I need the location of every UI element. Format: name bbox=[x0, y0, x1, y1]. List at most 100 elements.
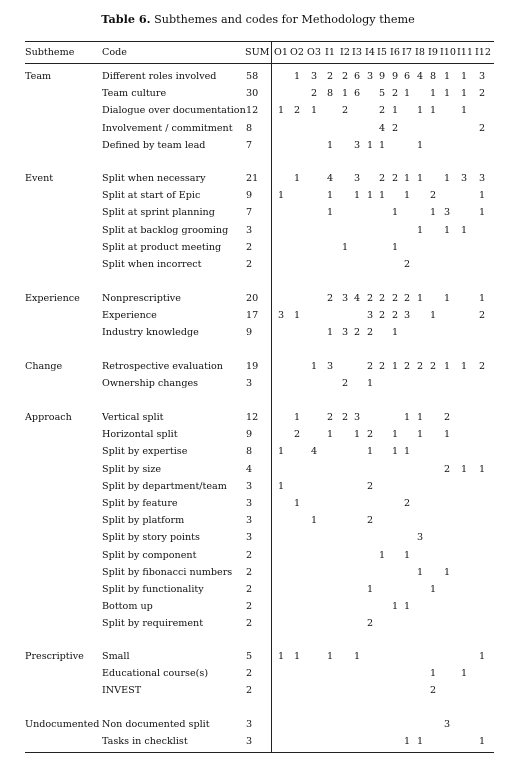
code-label: Split by platform bbox=[102, 515, 185, 527]
count-cell: 2 bbox=[366, 361, 374, 372]
sum-value: 19 bbox=[246, 361, 259, 372]
count-cell: 2 bbox=[378, 293, 386, 304]
count-cell: 2 bbox=[391, 293, 399, 304]
count-cell: 1 bbox=[353, 651, 361, 662]
count-cell: 1 bbox=[478, 207, 486, 219]
count-cell: 6 bbox=[353, 71, 361, 82]
count-cell: 1 bbox=[443, 88, 451, 100]
count-cell: 1 bbox=[391, 429, 399, 441]
count-cell: 1 bbox=[478, 293, 486, 304]
count-cell: 1 bbox=[293, 173, 301, 184]
count-cell: 1 bbox=[391, 446, 399, 458]
code-label: Split by fibonacci numbers bbox=[102, 566, 233, 578]
sum-value: 2 bbox=[246, 618, 253, 630]
count-cell: 1 bbox=[391, 361, 399, 372]
count-cell: 1 bbox=[460, 88, 468, 100]
code-label: Split at start of Epic bbox=[102, 190, 201, 202]
count-cell: 1 bbox=[353, 429, 361, 441]
column-header-i10: I10 bbox=[440, 47, 456, 58]
count-cell: 2 bbox=[293, 105, 301, 117]
count-cell: 1 bbox=[443, 429, 451, 441]
count-cell: 2 bbox=[310, 88, 318, 100]
count-cell: 3 bbox=[326, 361, 334, 372]
count-cell: 2 bbox=[366, 429, 374, 441]
count-cell: 1 bbox=[416, 412, 424, 423]
count-cell: 2 bbox=[478, 122, 486, 134]
count-cell: 1 bbox=[403, 736, 411, 748]
count-cell: 1 bbox=[416, 105, 424, 117]
sum-value: 3 bbox=[246, 498, 253, 509]
sum-value: 12 bbox=[246, 412, 259, 423]
column-header-i1: I1 bbox=[325, 47, 335, 58]
count-cell: 3 bbox=[353, 139, 361, 151]
count-cell: 5 bbox=[378, 88, 386, 100]
column-header-o2: O2 bbox=[290, 47, 304, 58]
count-cell: 2 bbox=[341, 412, 349, 423]
count-cell: 8 bbox=[429, 71, 437, 82]
count-cell: 1 bbox=[429, 310, 437, 322]
sum-value: 3 bbox=[246, 378, 253, 390]
code-label: Split by expertise bbox=[102, 446, 188, 458]
count-cell: 1 bbox=[460, 463, 468, 475]
count-cell: 2 bbox=[391, 310, 399, 322]
count-cell: 2 bbox=[429, 361, 437, 372]
code-label: Split by department/team bbox=[102, 480, 227, 492]
count-cell: 2 bbox=[478, 361, 486, 372]
code-label: Split by story points bbox=[102, 532, 200, 544]
count-cell: 1 bbox=[326, 327, 334, 339]
code-label: Split by feature bbox=[102, 498, 178, 509]
sum-value: 2 bbox=[246, 241, 253, 253]
count-cell: 3 bbox=[353, 173, 361, 184]
count-cell: 3 bbox=[443, 719, 451, 730]
count-cell: 3 bbox=[353, 412, 361, 423]
sum-value: 20 bbox=[246, 293, 259, 304]
count-cell: 4 bbox=[416, 71, 424, 82]
count-cell: 1 bbox=[460, 224, 468, 236]
subtheme-label: Experience bbox=[25, 293, 80, 304]
code-label: Industry knowledge bbox=[102, 327, 199, 339]
count-cell: 6 bbox=[403, 71, 411, 82]
count-cell: 1 bbox=[478, 190, 486, 202]
count-cell: 1 bbox=[366, 378, 374, 390]
count-cell: 2 bbox=[391, 122, 399, 134]
code-label: Defined by team lead bbox=[102, 139, 206, 151]
count-cell: 1 bbox=[429, 207, 437, 219]
sum-value: 8 bbox=[246, 446, 253, 458]
count-cell: 2 bbox=[366, 327, 374, 339]
count-cell: 1 bbox=[378, 190, 386, 202]
count-cell: 2 bbox=[478, 310, 486, 322]
code-label: Split at backlog grooming bbox=[102, 224, 229, 236]
count-cell: 1 bbox=[460, 71, 468, 82]
column-header-i6: I6 bbox=[390, 47, 400, 58]
count-cell: 1 bbox=[403, 190, 411, 202]
code-label: Split by component bbox=[102, 549, 197, 561]
sum-value: 3 bbox=[246, 532, 253, 544]
column-header-o1: O1 bbox=[274, 47, 288, 58]
count-cell: 1 bbox=[478, 463, 486, 475]
count-cell: 1 bbox=[460, 668, 468, 680]
count-cell: 1 bbox=[293, 651, 301, 662]
table-caption: Table 6. Subthemes and codes for Methodo… bbox=[0, 12, 516, 26]
count-cell: 2 bbox=[478, 88, 486, 100]
count-cell: 2 bbox=[443, 412, 451, 423]
count-cell: 1 bbox=[326, 207, 334, 219]
count-cell: 1 bbox=[341, 88, 349, 100]
code-label: Split by functionality bbox=[102, 584, 204, 595]
count-cell: 2 bbox=[341, 71, 349, 82]
count-cell: 3 bbox=[403, 310, 411, 322]
column-header-i12: I12 bbox=[475, 47, 491, 58]
sum-value: 58 bbox=[246, 71, 259, 82]
count-cell: 1 bbox=[429, 584, 437, 595]
sum-column-divider bbox=[271, 42, 272, 753]
sum-value: 9 bbox=[246, 429, 253, 441]
count-cell: 2 bbox=[341, 105, 349, 117]
code-label: Horizontal split bbox=[102, 429, 178, 441]
code-label: INVEST bbox=[102, 685, 142, 697]
count-cell: 1 bbox=[391, 207, 399, 219]
count-cell: 1 bbox=[353, 190, 361, 202]
count-cell: 3 bbox=[341, 327, 349, 339]
count-cell: 2 bbox=[443, 463, 451, 475]
code-label: Team culture bbox=[102, 88, 167, 100]
count-cell: 1 bbox=[378, 139, 386, 151]
code-label: Bottom up bbox=[102, 601, 153, 613]
